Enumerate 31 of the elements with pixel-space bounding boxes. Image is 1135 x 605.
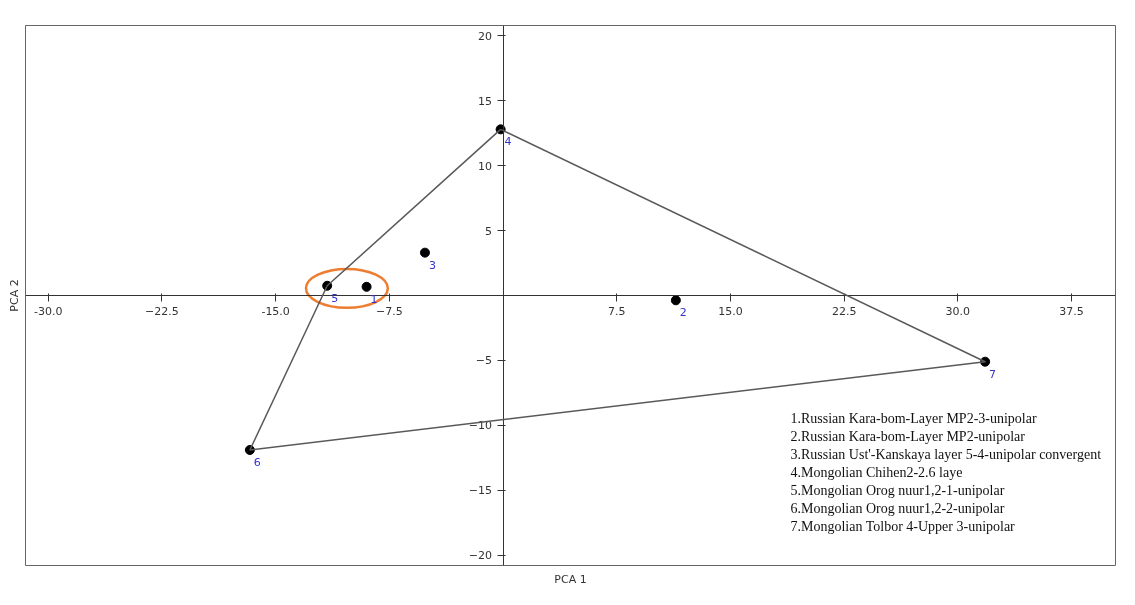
annotation: 1.Russian Kara-bom-Layer MP2-3-unipolar	[790, 410, 1037, 426]
y-tick-label: 15	[478, 94, 493, 108]
annotation: 4.Mongolian Chihen2-2.6 laye	[790, 464, 963, 480]
x-tick-label: 15.0	[718, 304, 743, 318]
x-tick-label: −7.5	[375, 304, 403, 318]
x-tick-label: 7.5	[607, 304, 626, 318]
x-tick-label: -15.0	[261, 304, 290, 318]
x-tick-label: 22.5	[831, 304, 857, 318]
annotation: 3	[428, 258, 436, 272]
y-tick-label: −5	[475, 354, 493, 368]
y-tick-label: 20	[478, 29, 493, 43]
y-axis-title: PCA 2	[7, 279, 21, 312]
x-axis-title: PCA 1	[554, 572, 587, 586]
y-tick-label: −15	[468, 484, 493, 498]
x-tick-label: 37.5	[1059, 304, 1084, 318]
y-tick-label: −20	[468, 549, 493, 563]
annotation: 5.Mongolian Orog nuur1,2-1-unipolar	[790, 482, 1005, 498]
annotation: 5	[331, 291, 339, 305]
x-tick-label: -30.0	[34, 304, 63, 318]
annotation: 7	[989, 367, 997, 381]
annotation: 4	[504, 135, 512, 149]
annotation: 6.Mongolian Orog nuur1,2-2-unipolar	[790, 500, 1005, 516]
annotation: 7.Mongolian Tolbor 4-Upper 3-unipolar	[790, 518, 1016, 534]
annotation: 6	[253, 455, 261, 469]
annotation: 2.Russian Kara-bom-Layer MP2-unipolar	[790, 428, 1026, 444]
annotation: 2	[679, 306, 687, 320]
x-tick-label: −22.5	[145, 304, 179, 318]
y-tick-label: 10	[478, 159, 493, 173]
y-tick-label: 5	[485, 224, 493, 238]
x-tick-label: 30.0	[945, 304, 971, 318]
annotation: 3.Russian Ust'-Kanskaya layer 5-4-unipolar convergent	[790, 446, 1102, 462]
